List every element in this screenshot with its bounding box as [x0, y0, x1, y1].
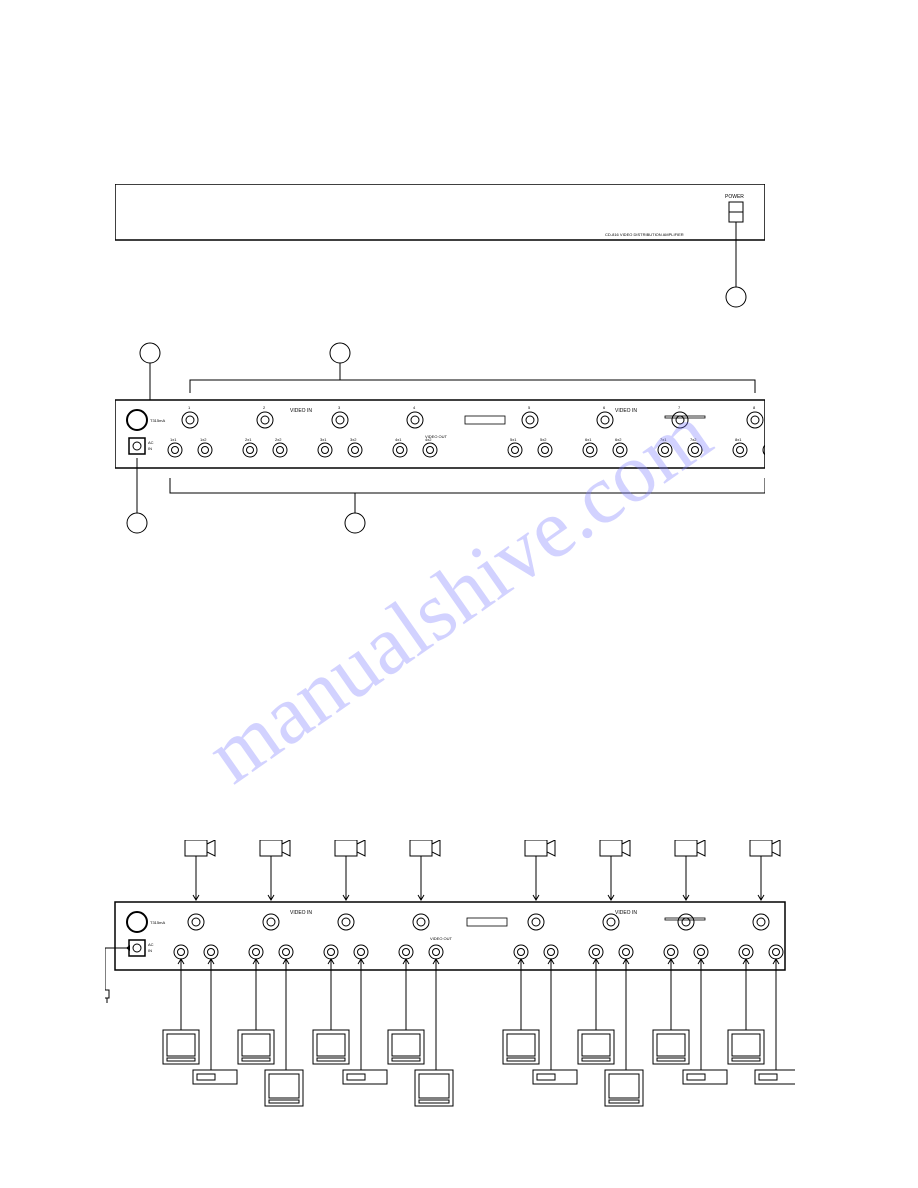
svg-text:AC: AC: [148, 942, 154, 947]
power-label: POWER: [725, 194, 744, 200]
document-page: manualshive.com POWER CD-816 VIDEO DISTR…: [0, 0, 918, 1188]
svg-text:IN: IN: [148, 948, 152, 953]
video-in-label-1: VIDEO IN: [290, 408, 312, 414]
svg-text:2x2: 2x2: [275, 437, 282, 442]
connection-diagram: T315mA AC IN VIDEO IN VIDEO IN VIDEO OUT: [105, 840, 795, 1150]
ac-in-label-1: AC: [148, 440, 154, 445]
svg-text:6x2: 6x2: [615, 437, 622, 442]
monitors: [163, 1030, 764, 1064]
svg-text:1x1: 1x1: [170, 437, 177, 442]
video-in-label-2: VIDEO IN: [615, 408, 637, 414]
svg-text:6x1: 6x1: [585, 437, 592, 442]
ac-in-label-1b: IN: [148, 446, 152, 451]
vcrs: [193, 1070, 795, 1106]
model-label: CD-816 VIDEO DISTRIBUTION AMPLIFIER: [605, 232, 684, 237]
svg-text:1x2: 1x2: [200, 437, 207, 442]
svg-text:2x1: 2x1: [245, 437, 252, 442]
svg-text:5x1: 5x1: [510, 437, 517, 442]
svg-text:VIDEO IN: VIDEO IN: [615, 910, 637, 916]
svg-text:3x1: 3x1: [320, 437, 327, 442]
svg-text:5x2: 5x2: [540, 437, 547, 442]
svg-text:3x2: 3x2: [350, 437, 357, 442]
svg-text:4x1: 4x1: [395, 437, 402, 442]
svg-text:7x2: 7x2: [690, 437, 697, 442]
svg-text:T315mA: T315mA: [150, 920, 165, 925]
svg-text:7x1: 7x1: [660, 437, 667, 442]
svg-text:8x1: 8x1: [735, 437, 742, 442]
svg-text:4x2: 4x2: [425, 437, 432, 442]
front-panel-figure: POWER CD-816 VIDEO DISTRIBUTION AMPLIFIE…: [115, 184, 765, 314]
cameras: [185, 840, 780, 900]
rear-panel-figure: T315mA AC IN VIDEO IN VIDEO IN VIDEO OUT…: [115, 338, 765, 548]
svg-text:VIDEO IN: VIDEO IN: [290, 910, 312, 916]
fuse-label-1: T315mA: [150, 418, 165, 423]
svg-text:VIDEO OUT: VIDEO OUT: [430, 936, 453, 941]
